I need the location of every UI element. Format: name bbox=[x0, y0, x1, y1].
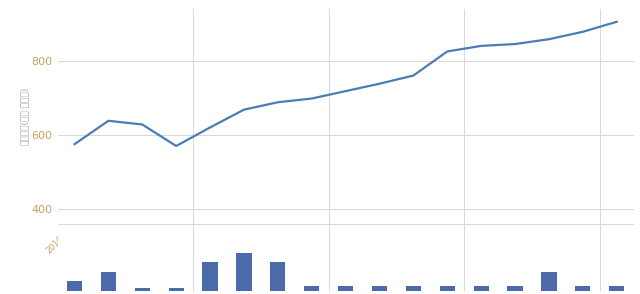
Bar bbox=[168, 288, 184, 291]
Bar bbox=[67, 281, 82, 291]
Bar bbox=[202, 262, 218, 291]
Y-axis label: 거래금액(단위:백만원): 거래금액(단위:백만원) bbox=[20, 87, 29, 146]
Bar bbox=[474, 286, 489, 291]
Bar bbox=[541, 272, 557, 291]
Bar bbox=[609, 286, 624, 291]
Bar bbox=[304, 286, 319, 291]
Bar bbox=[101, 272, 116, 291]
Bar bbox=[508, 286, 523, 291]
Bar bbox=[270, 262, 285, 291]
Bar bbox=[406, 286, 421, 291]
Bar bbox=[372, 286, 387, 291]
Bar bbox=[236, 253, 252, 291]
Bar bbox=[134, 288, 150, 291]
Bar bbox=[338, 286, 353, 291]
Bar bbox=[440, 286, 455, 291]
Bar bbox=[575, 286, 590, 291]
